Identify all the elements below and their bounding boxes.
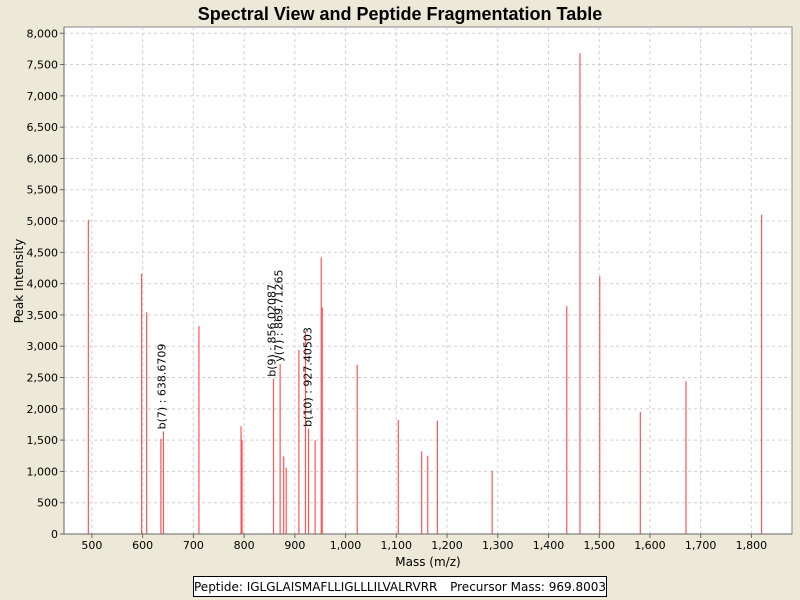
x-tick-label: 600 bbox=[132, 539, 153, 552]
x-tick-label: 500 bbox=[81, 539, 102, 552]
y-tick-label: 5,000 bbox=[27, 215, 59, 228]
x-tick-label: 1,700 bbox=[685, 539, 717, 552]
x-tick-label: 1,800 bbox=[736, 539, 768, 552]
peak-annotation: y(7) : 869.71265 bbox=[272, 269, 285, 361]
x-tick-label: 1,400 bbox=[533, 539, 565, 552]
y-tick-label: 4,000 bbox=[27, 278, 59, 291]
axes: 500 600 700 800 900 1,000 1,100 1,200 1,300 1,400… bbox=[27, 27, 792, 552]
y-tick-label: 6,500 bbox=[27, 121, 59, 134]
y-tick-label: 3,500 bbox=[27, 309, 59, 322]
y-tick-label: 8,000 bbox=[27, 27, 59, 40]
plot-area bbox=[63, 26, 793, 535]
y-tick-label: 6,000 bbox=[27, 152, 59, 165]
y-tick-label: 2,500 bbox=[27, 372, 59, 385]
peak-annotation: b(10) : 927.40503 bbox=[302, 327, 315, 427]
peak-annotation: b(9) : 856.02087 bbox=[266, 284, 279, 377]
y-tick-label: 1,500 bbox=[27, 434, 59, 447]
peptide-label: Peptide: IGLGLAISMAFLLIGLLLILVALRVRR bbox=[194, 579, 438, 594]
x-tick-label: 1,100 bbox=[381, 539, 413, 552]
y-tick-label: 7,000 bbox=[27, 90, 59, 103]
x-tick-label: 1,000 bbox=[330, 539, 362, 552]
y-tick-label: 3,000 bbox=[27, 340, 59, 353]
chart-title: Spectral View and Peptide Fragmentation … bbox=[198, 4, 602, 24]
legend-box: Peptide: IGLGLAISMAFLLIGLLLILVALRVRR Pre… bbox=[193, 576, 607, 597]
x-tick-label: 700 bbox=[183, 539, 204, 552]
y-tick-label: 5,500 bbox=[27, 184, 59, 197]
y-tick-label: 0 bbox=[51, 528, 58, 541]
y-tick-label: 7,500 bbox=[27, 59, 59, 72]
x-tick-label: 1,200 bbox=[431, 539, 463, 552]
x-axis-label: Mass (m/z) bbox=[395, 555, 460, 569]
y-tick-label: 1,000 bbox=[27, 465, 59, 478]
y-tick-label: 500 bbox=[37, 497, 58, 510]
x-tick-label: 1,500 bbox=[583, 539, 615, 552]
y-tick-label: 2,000 bbox=[27, 403, 59, 416]
grid-lines bbox=[64, 27, 792, 535]
x-tick-label: 800 bbox=[234, 539, 255, 552]
x-tick-label: 1,600 bbox=[634, 539, 666, 552]
x-tick-label: 1,300 bbox=[482, 539, 514, 552]
peaks bbox=[87, 53, 763, 534]
precursor-mass-label: Precursor Mass: 969.8003 bbox=[450, 579, 606, 594]
peak-annotation: b(7) : 638.6709 bbox=[155, 344, 168, 430]
x-tick-label: 900 bbox=[284, 539, 305, 552]
y-tick-label: 4,500 bbox=[27, 246, 59, 259]
y-axis-label: Peak Intensity bbox=[12, 239, 26, 324]
